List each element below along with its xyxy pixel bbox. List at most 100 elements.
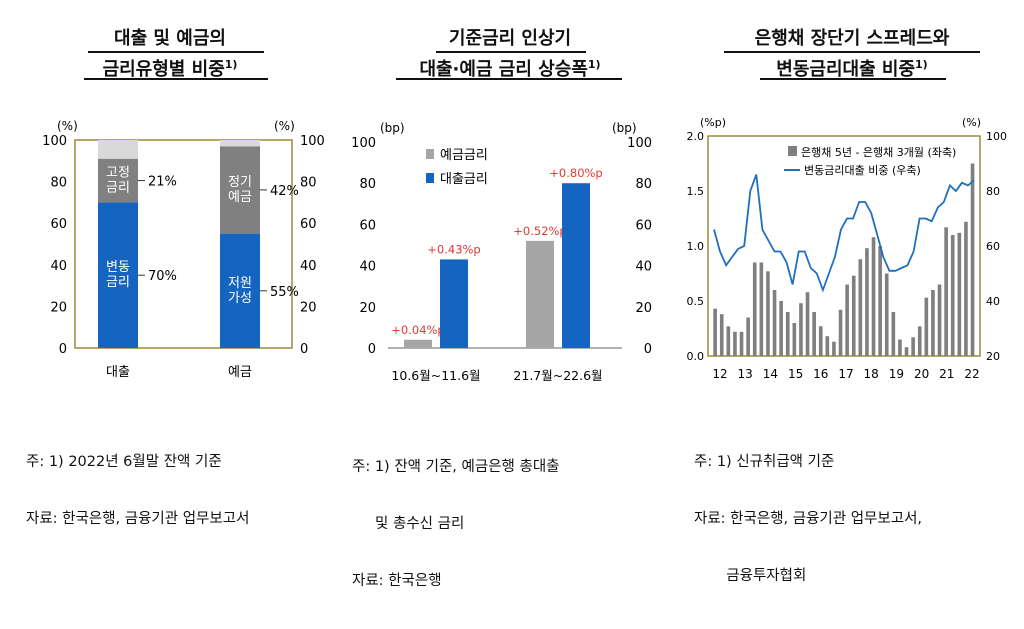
- floating-share-line: [713, 174, 975, 293]
- x-tick-label: 22: [964, 367, 979, 381]
- segment-value-label: 21%: [148, 175, 177, 190]
- spread-bar: [779, 301, 783, 356]
- plot-frame: [707, 135, 981, 357]
- y-tick-label-left: 60: [50, 217, 67, 232]
- segment-label: 저원 가성: [228, 276, 252, 306]
- footnote: 주: 1) 신규취급액 기준 자료: 한국은행, 금융기관 업무보고서, 금융투…: [694, 415, 922, 624]
- x-tick-label: 13: [738, 367, 753, 381]
- chart-title-line1: 기준금리 인상기: [448, 28, 572, 49]
- legend-swatch: [426, 149, 434, 159]
- spread-bar: [871, 237, 876, 356]
- legend-label: 예금금리: [440, 148, 488, 163]
- title-underline: [88, 51, 264, 53]
- spread-bar: [891, 312, 896, 356]
- segment-label: 변동 금리: [106, 260, 130, 290]
- y-axis-unit-right: (%): [274, 119, 295, 133]
- chart-title-line1: 은행채 장단기 스프레드와: [754, 28, 950, 49]
- spread-bar: [739, 331, 744, 356]
- y-tick-label-left: 80: [50, 176, 67, 191]
- bar-value-label: +0.80%p: [549, 166, 602, 180]
- x-category-label: 21.7월~22.6월: [513, 368, 602, 383]
- y-tick-label-right: 80: [635, 177, 652, 192]
- y-tick-label-left: 2.0: [687, 130, 705, 143]
- x-tick-label: 15: [788, 367, 803, 381]
- stack-segment: [98, 158, 138, 203]
- footnote-line: 및 총수신 금리: [352, 516, 465, 532]
- chart-title: 기준금리 인상기 대출·예금 금리 상승폭1): [370, 26, 650, 83]
- y-axis-unit-left: (%p): [700, 116, 726, 129]
- x-tick-label: 19: [889, 367, 904, 381]
- legend-label: 변동금리대출 비중 (우축): [804, 164, 921, 177]
- spread-bar: [858, 259, 863, 356]
- y-tick-label-right: 0: [300, 342, 308, 357]
- stack-segment: [220, 140, 260, 147]
- source-line: 자료: 한국은행, 금융기관 업무보고서: [26, 511, 250, 527]
- spread-bar: [845, 284, 849, 356]
- spread-bar: [917, 326, 922, 356]
- spread-bar: [832, 341, 836, 356]
- bar: [562, 183, 590, 348]
- y-tick-label-left: 40: [359, 260, 376, 275]
- source-line: 자료: 한국은행, 금융기관 업무보고서,: [694, 511, 923, 527]
- x-tick-label: 14: [763, 367, 778, 381]
- spread-bar: [950, 235, 955, 356]
- y-tick-label-left: 100: [351, 136, 376, 151]
- segment-label: 정기 예금: [228, 175, 252, 205]
- segment-label: 고정 금리: [106, 166, 130, 196]
- spread-bar: [825, 336, 830, 356]
- y-tick-label-left: 20: [359, 301, 376, 316]
- title-underline: [436, 51, 586, 53]
- y-tick-label-right: 80: [986, 185, 1000, 198]
- title-footnote-mark: 1): [915, 58, 928, 71]
- spread-bar: [733, 331, 737, 356]
- x-tick-label: 16: [813, 367, 828, 381]
- bar: [440, 259, 468, 348]
- bar-value-label: +0.43%p: [427, 242, 480, 256]
- y-tick-label-left: 1.0: [687, 240, 705, 253]
- legend-label: 은행채 5년 - 은행채 3개월 (좌축): [801, 146, 956, 159]
- bar: [526, 240, 554, 348]
- stack-segment: [98, 202, 138, 348]
- bar-line-chart: 0.0 0.5 1.0 1.5 2.0 20 40 60 80 100 (%p) (%) 12 13 14 1…: [687, 116, 1008, 381]
- y-tick-label-right: 100: [300, 134, 325, 149]
- y-tick-label-left: 80: [359, 177, 376, 192]
- spread-bar: [865, 248, 869, 356]
- spread-bar: [904, 347, 909, 356]
- spread-bar: [719, 314, 724, 356]
- spread-bar: [911, 337, 915, 356]
- y-tick-label-right: 20: [300, 300, 317, 315]
- panel-spread-floating-share: 은행채 장단기 스프레드와 변동금리대출 비중1) 0.0 0.5 1.0 1.5 2.…: [680, 0, 1024, 584]
- y-axis-unit-right: (bp): [612, 121, 637, 135]
- legend-swatch-bar: [788, 146, 797, 156]
- x-tick-label: 18: [864, 367, 879, 381]
- y-tick-label-left: 100: [42, 134, 67, 149]
- y-tick-label-left: 60: [359, 218, 376, 233]
- spread-bar: [898, 339, 902, 356]
- source-line: 자료: 한국은행: [352, 573, 442, 589]
- y-tick-label-left: 0: [59, 342, 67, 357]
- spread-bar: [746, 317, 750, 356]
- segment-value-label: 70%: [148, 269, 177, 284]
- chart-title-line2: 금리유형별 비중: [102, 59, 225, 80]
- x-tick-label: 17: [838, 367, 853, 381]
- spread-bar: [937, 284, 942, 356]
- spread-bar: [970, 163, 975, 356]
- source-line: 금융투자협회: [694, 568, 807, 584]
- segment-value-label: 42%: [270, 184, 299, 199]
- spread-bar: [944, 227, 948, 356]
- x-category-label: 10.6월~11.6월: [391, 368, 480, 383]
- chart-title: 대출 및 예금의 금리유형별 비중1): [40, 26, 300, 83]
- chart-title-line2: 변동금리대출 비중: [776, 59, 916, 80]
- panel-rate-increase: 기준금리 인상기 대출·예금 금리 상승폭1) 0 0 20 20 40 40 60 60 80…: [340, 0, 680, 589]
- bar-value-label: +0.52%p: [513, 224, 566, 238]
- spread-bar: [931, 290, 935, 356]
- spread-bar: [799, 303, 803, 356]
- spread-bar: [818, 326, 823, 356]
- spread-bar: [792, 323, 797, 356]
- y-tick-label-left: 0.0: [687, 350, 705, 363]
- spread-bar: [884, 273, 889, 356]
- spread-bar: [924, 297, 929, 356]
- spread-bar: [772, 290, 777, 356]
- plot-frame: [74, 139, 293, 349]
